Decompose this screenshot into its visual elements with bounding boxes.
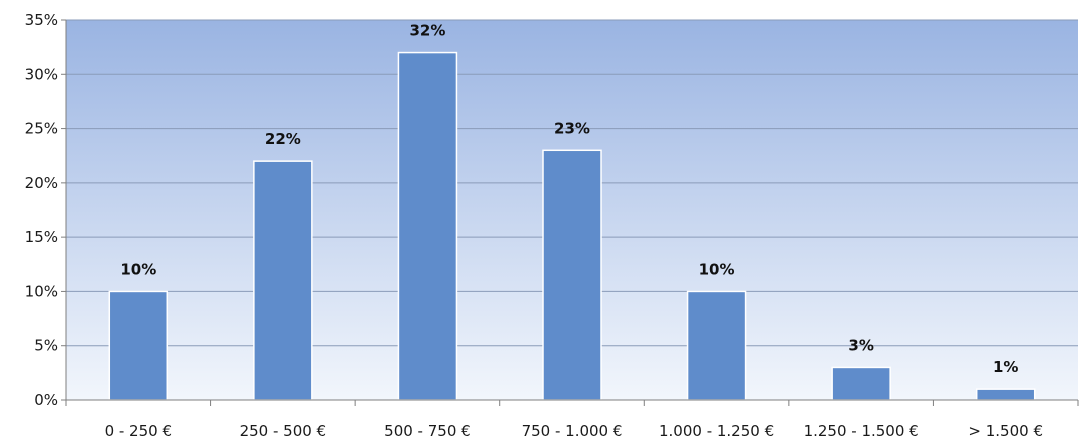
y-tick-label: 0% (34, 391, 58, 409)
y-tick-label: 10% (25, 282, 58, 300)
x-tick-label: 1.250 - 1.500 € (804, 422, 919, 440)
y-tick-label: 15% (25, 228, 58, 246)
bar (253, 160, 313, 401)
bar (975, 388, 1036, 401)
bar-value-label: 3% (848, 336, 873, 354)
bar-value-label: 32% (409, 22, 445, 40)
bars (108, 51, 1036, 401)
x-tick-label: 0 - 250 € (105, 422, 172, 440)
y-tick-label: 20% (25, 174, 58, 192)
bar-value-label: 10% (699, 260, 735, 278)
bar (831, 366, 891, 401)
x-tick-label: 250 - 500 € (240, 422, 327, 440)
bar-value-label: 22% (265, 130, 301, 148)
bar (542, 149, 602, 401)
y-axis: 0% 5% 10% 15% 20% 25% 30% 35% (25, 11, 67, 409)
y-tick-label: 35% (25, 11, 58, 29)
bar (686, 290, 747, 401)
bar-value-label: 23% (554, 119, 590, 137)
x-tick-label: 1.000 - 1.250 € (659, 422, 774, 440)
x-tick-label: > 1.500 € (968, 422, 1043, 440)
x-tick-label: 500 - 750 € (384, 422, 471, 440)
bar (108, 290, 169, 401)
bar-value-label: 1% (993, 358, 1018, 376)
y-tick-label: 5% (34, 337, 58, 355)
y-tick-label: 30% (25, 65, 58, 83)
y-tick-label: 25% (25, 120, 58, 138)
x-tick-label: 750 - 1.000 € (522, 422, 623, 440)
bar-value-label: 10% (120, 260, 156, 278)
x-axis: 0 - 250 € 250 - 500 € 500 - 750 € 750 - 1.0… (65, 399, 1079, 440)
bar (397, 51, 458, 401)
bar-value-labels: 10% 22% 32% 23% 10% 3% 1% (120, 22, 1018, 377)
